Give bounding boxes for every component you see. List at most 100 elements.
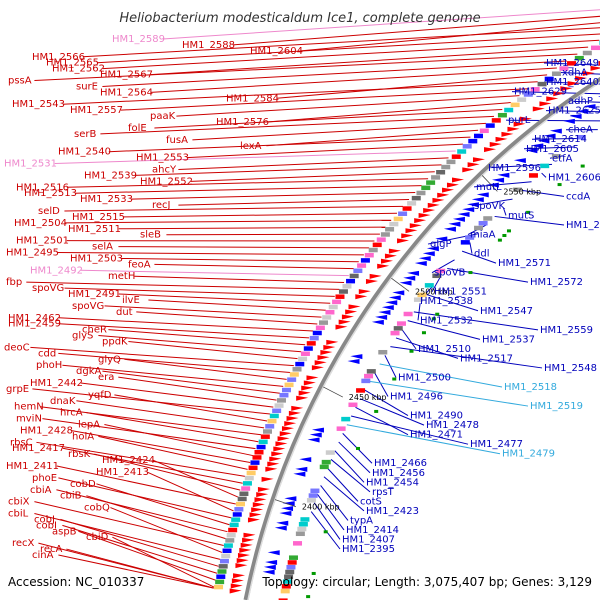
- gene-label[interactable]: HM1_2539: [84, 170, 137, 181]
- gene-label[interactable]: HM1_2395: [342, 544, 395, 555]
- gene-label[interactable]: HM1_2407: [342, 534, 395, 545]
- gene-label[interactable]: metH: [108, 271, 135, 282]
- gene-label[interactable]: HM1_2629: [514, 87, 567, 98]
- gene-label[interactable]: ccdA: [566, 191, 590, 202]
- gene-label[interactable]: dnaK: [50, 396, 76, 407]
- gene-label[interactable]: grpE: [6, 384, 29, 395]
- gene-label[interactable]: lexA: [240, 141, 262, 152]
- gene-label[interactable]: sleB: [140, 230, 161, 241]
- gene-label[interactable]: HM1_2504: [14, 218, 67, 229]
- gene-label[interactable]: yqfD: [88, 390, 112, 401]
- gene-label[interactable]: etfA: [552, 153, 573, 164]
- gene-label[interactable]: dgkA: [76, 366, 101, 377]
- gene-label[interactable]: HM1_2510: [418, 344, 471, 355]
- gene-label[interactable]: recJ: [152, 200, 171, 211]
- gene-label[interactable]: HM1_2537: [482, 334, 535, 345]
- gene-label[interactable]: HM1_2424: [102, 455, 155, 466]
- gene-label[interactable]: ppdK: [102, 336, 128, 347]
- gene-label[interactable]: fbp: [6, 277, 22, 288]
- gene-label[interactable]: HM1_2567: [100, 70, 153, 81]
- gene-label[interactable]: HM1_2459: [8, 319, 61, 330]
- gene-label[interactable]: recA: [40, 544, 63, 555]
- gene-label[interactable]: cbiB: [60, 491, 82, 502]
- gene-label[interactable]: HM1_2565: [46, 58, 99, 69]
- gene-label[interactable]: HM1_2552: [140, 176, 193, 187]
- gene-label[interactable]: HM1_2423: [366, 506, 419, 517]
- gene-label[interactable]: HM1_2466: [374, 458, 427, 469]
- gene-label[interactable]: recX: [12, 538, 35, 549]
- gene-label[interactable]: typA: [350, 515, 373, 526]
- gene-label[interactable]: HM1_2596: [488, 163, 541, 174]
- gene-label[interactable]: HM1_2454: [366, 477, 419, 488]
- gene-label[interactable]: HM1_2553: [136, 153, 189, 164]
- gene-label[interactable]: HM1_2442: [30, 378, 83, 389]
- gene-label[interactable]: HM1_2640: [546, 77, 599, 88]
- gene-label[interactable]: phoH: [36, 360, 62, 371]
- gene-label[interactable]: HM1_2566: [32, 52, 85, 63]
- gene-label[interactable]: HM1_2519: [530, 401, 583, 412]
- gene-label[interactable]: spoVG: [32, 283, 64, 294]
- gene-label[interactable]: holA: [72, 431, 94, 442]
- gene-label[interactable]: HM1_2547: [480, 306, 533, 317]
- gene-label[interactable]: cbiL: [8, 508, 29, 519]
- gene-label[interactable]: HM1_2551: [434, 287, 487, 298]
- gene-label[interactable]: dut: [116, 307, 133, 318]
- gene-label[interactable]: surE: [76, 81, 98, 92]
- gene-label[interactable]: glyS: [72, 331, 93, 342]
- gene-label[interactable]: phoE: [32, 473, 57, 484]
- gene-label[interactable]: HM1_2501: [16, 236, 69, 247]
- gene-label[interactable]: HM1_2516: [16, 182, 69, 193]
- gene-label[interactable]: rpsT: [372, 487, 395, 498]
- gene-label[interactable]: HM1_2588: [182, 40, 235, 51]
- gene-label[interactable]: mutS: [508, 210, 534, 221]
- gene-label[interactable]: rbsK: [68, 449, 91, 460]
- gene-label[interactable]: HM1_2572: [530, 277, 583, 288]
- gene-label[interactable]: deoC: [4, 342, 30, 353]
- gene-label[interactable]: cheA: [568, 125, 593, 136]
- gene-label[interactable]: cinA: [32, 550, 54, 561]
- gene-label[interactable]: HM1_2515: [72, 212, 125, 223]
- gene-label[interactable]: mutL: [476, 182, 502, 193]
- gene-label[interactable]: cbiX: [8, 497, 30, 508]
- gene-label[interactable]: serB: [74, 129, 96, 140]
- gene-label[interactable]: HM1_2413: [96, 467, 149, 478]
- gene-label[interactable]: pssA: [8, 76, 32, 87]
- gene-label[interactable]: ahcY: [152, 164, 177, 175]
- gene-label[interactable]: HM1_2491: [68, 289, 121, 300]
- gene-label[interactable]: HM1_2543: [12, 99, 65, 110]
- gene-label[interactable]: HM1_2548: [544, 363, 597, 374]
- gene-label[interactable]: cbiD: [86, 532, 109, 543]
- gene-label[interactable]: hemN: [14, 402, 44, 413]
- gene-label[interactable]: HM1_2513: [24, 188, 77, 199]
- gene-label[interactable]: era: [98, 372, 114, 383]
- gene-label[interactable]: HM1_2456: [372, 468, 425, 479]
- gene-label[interactable]: aspB: [52, 526, 77, 537]
- gene-label[interactable]: HM1_2576: [216, 117, 269, 128]
- gene-label[interactable]: purL: [508, 115, 531, 126]
- gene-label[interactable]: adhP: [568, 96, 593, 107]
- gene-label[interactable]: paaK: [150, 111, 176, 122]
- gene-label[interactable]: HM1_2518: [504, 382, 557, 393]
- gene-label[interactable]: glgP: [430, 239, 452, 250]
- gene-label[interactable]: HM1_2605: [526, 144, 579, 155]
- gene-label[interactable]: HM1_2414: [346, 525, 399, 536]
- gene-label[interactable]: HM1_2562: [52, 64, 105, 75]
- gene-label[interactable]: HM1_2479: [502, 449, 555, 460]
- gene-label[interactable]: fusA: [166, 135, 188, 146]
- gene-label[interactable]: HM1_2417: [12, 443, 65, 454]
- gene-label[interactable]: lepA: [78, 420, 100, 431]
- gene-label[interactable]: cobJ: [34, 514, 55, 525]
- gene-label[interactable]: cobD: [70, 479, 96, 490]
- gene-label[interactable]: HM1_2589: [112, 34, 165, 45]
- gene-label[interactable]: HM1_2587: [566, 220, 600, 231]
- gene-label[interactable]: HM1_2604: [250, 46, 303, 57]
- gene-label[interactable]: HM1_2478: [426, 420, 479, 431]
- gene-label[interactable]: selD: [38, 206, 60, 217]
- gene-label[interactable]: cheR: [82, 325, 107, 336]
- gene-label[interactable]: HM1_2584: [226, 93, 279, 104]
- gene-label[interactable]: cobI: [36, 520, 57, 531]
- gene-label[interactable]: HM1_2564: [100, 87, 153, 98]
- gene-label[interactable]: HM1_2531: [4, 159, 57, 170]
- gene-label[interactable]: HM1_2649: [546, 58, 599, 69]
- gene-label[interactable]: folE: [128, 123, 147, 134]
